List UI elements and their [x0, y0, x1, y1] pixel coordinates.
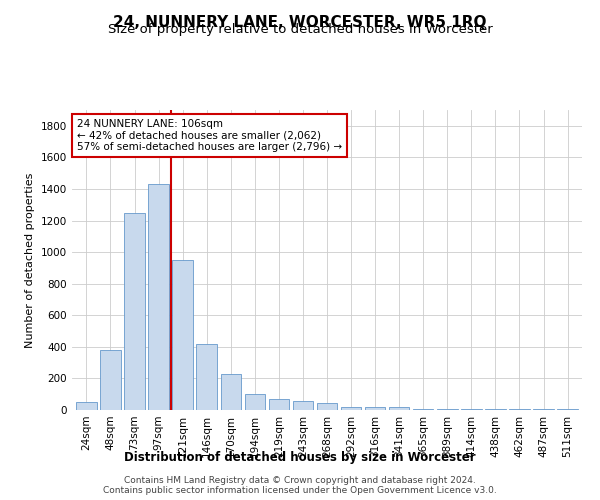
Bar [365, 407, 385, 410]
Text: 24 NUNNERY LANE: 106sqm
← 42% of detached houses are smaller (2,062)
57% of semi: 24 NUNNERY LANE: 106sqm ← 42% of detache… [77, 119, 342, 152]
Bar [533, 409, 554, 410]
Bar [341, 407, 361, 410]
Text: Contains public sector information licensed under the Open Government Licence v3: Contains public sector information licen… [103, 486, 497, 495]
Bar [148, 184, 169, 410]
Bar [172, 260, 193, 410]
Bar [76, 402, 97, 410]
Bar [317, 403, 337, 410]
Bar [461, 409, 482, 410]
Bar [269, 399, 289, 410]
Bar [221, 374, 241, 410]
Bar [245, 394, 265, 410]
Text: 24, NUNNERY LANE, WORCESTER, WR5 1RQ: 24, NUNNERY LANE, WORCESTER, WR5 1RQ [113, 15, 487, 30]
Bar [485, 409, 506, 410]
Bar [413, 409, 433, 410]
Bar [100, 350, 121, 410]
Bar [509, 409, 530, 410]
Text: Size of property relative to detached houses in Worcester: Size of property relative to detached ho… [107, 22, 493, 36]
Bar [124, 212, 145, 410]
Bar [437, 409, 458, 410]
Text: Contains HM Land Registry data © Crown copyright and database right 2024.: Contains HM Land Registry data © Crown c… [124, 476, 476, 485]
Y-axis label: Number of detached properties: Number of detached properties [25, 172, 35, 348]
Bar [293, 400, 313, 410]
Bar [389, 407, 409, 410]
Bar [196, 344, 217, 410]
Text: Distribution of detached houses by size in Worcester: Distribution of detached houses by size … [124, 451, 476, 464]
Bar [557, 409, 578, 410]
